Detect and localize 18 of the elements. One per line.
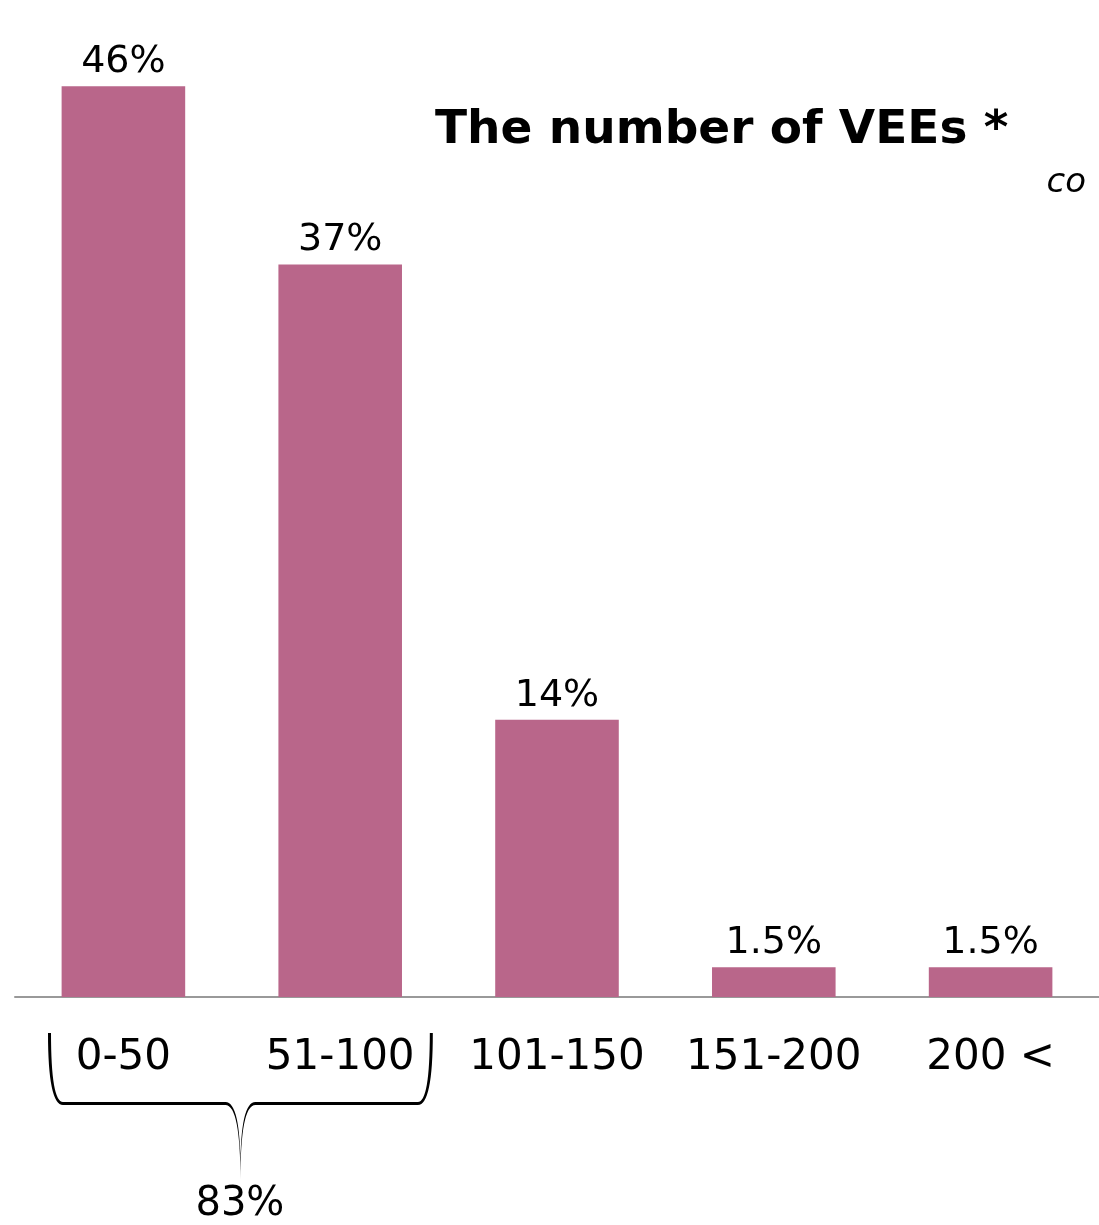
- bar: [61, 86, 186, 997]
- chart-title: The number of VEEs *: [435, 99, 1009, 154]
- x-tick-label: 0-50: [75, 1029, 172, 1079]
- text: co: [1046, 160, 1086, 200]
- data-label: 46%: [81, 37, 166, 82]
- text: 83%: [195, 1178, 285, 1224]
- bar: [495, 719, 619, 997]
- data-label: 1.5%: [725, 918, 823, 963]
- bar: [712, 967, 836, 997]
- data-label: 14%: [514, 670, 600, 715]
- bar: [278, 264, 402, 997]
- data-label: 37%: [297, 215, 383, 260]
- x-tick-label: 51-100: [265, 1029, 415, 1079]
- x-tick-label: 101-150: [469, 1029, 645, 1079]
- bar: [928, 967, 1053, 997]
- x-tick-label: 200 <: [926, 1029, 1055, 1079]
- data-label: 1.5%: [942, 918, 1039, 963]
- x-tick-label: 151-200: [686, 1029, 862, 1079]
